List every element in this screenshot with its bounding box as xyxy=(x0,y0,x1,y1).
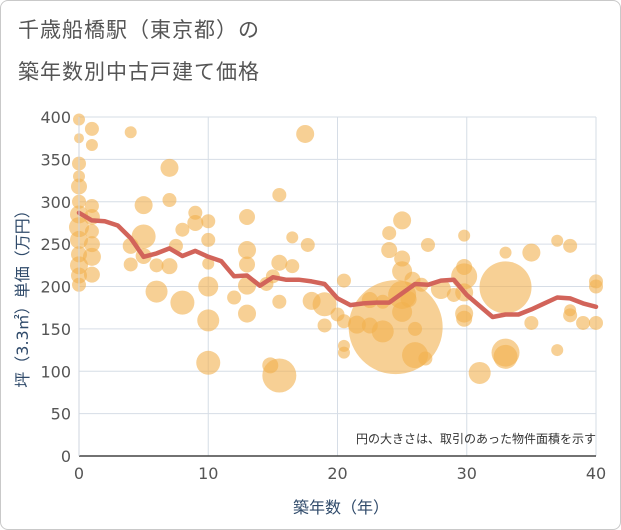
bubble-point xyxy=(227,290,242,305)
bubbles xyxy=(69,113,603,393)
bubble-point xyxy=(202,257,215,270)
bubble-point xyxy=(336,314,351,329)
bubble-point xyxy=(300,237,315,252)
y-tick-label: 150 xyxy=(40,320,71,339)
bubble-point xyxy=(589,279,603,294)
bubble-point xyxy=(196,350,221,375)
bubble-point xyxy=(499,246,512,259)
bubble-point xyxy=(522,243,541,262)
bubble-point xyxy=(201,214,216,229)
bubble-point xyxy=(296,124,315,143)
bubble-point xyxy=(524,315,539,330)
y-tick-label: 250 xyxy=(40,235,71,254)
bubble-point xyxy=(239,209,256,226)
trend-line-group xyxy=(76,210,599,320)
bubble-point xyxy=(145,280,168,303)
bubble-point xyxy=(272,187,287,202)
y-tick-label: 350 xyxy=(40,150,71,169)
x-tick-label: 40 xyxy=(586,464,606,483)
bubble-point xyxy=(312,292,337,317)
bubble-point xyxy=(337,346,350,359)
y-tick-label: 100 xyxy=(40,362,71,381)
bubble-point xyxy=(408,321,423,336)
y-tick-label: 0 xyxy=(61,447,71,466)
bubble-point xyxy=(149,258,164,273)
bubble-point xyxy=(336,273,351,288)
bubble-point xyxy=(400,291,417,308)
bubble-point xyxy=(271,254,288,271)
size-note: 円の大きさは、取引のあった物件面積を示す xyxy=(356,431,596,446)
bubble-point xyxy=(134,196,153,215)
bubble-point xyxy=(382,226,397,241)
bubble-point xyxy=(393,211,412,230)
bubble-point xyxy=(551,234,564,247)
bubble-point xyxy=(84,224,99,239)
bubble-point xyxy=(82,247,101,266)
x-tick-label: 0 xyxy=(74,464,84,483)
bubble-point xyxy=(83,236,100,253)
x-tick-label: 20 xyxy=(327,464,347,483)
bubble-point xyxy=(124,126,137,139)
y-tick-label: 50 xyxy=(51,405,71,424)
bubble-point xyxy=(85,138,98,151)
bubble-point xyxy=(175,222,190,237)
bubble-point xyxy=(83,266,100,283)
bubble-point xyxy=(493,344,518,369)
bubble-point xyxy=(551,344,564,357)
bubble-point xyxy=(317,318,332,333)
bubble-point xyxy=(161,258,178,275)
bubble-point xyxy=(84,121,99,136)
bubble-point xyxy=(187,214,204,231)
bubble-point xyxy=(197,309,220,332)
x-tick-label: 30 xyxy=(457,464,477,483)
bubble-point xyxy=(238,241,257,260)
y-axis-title: 坪（3.3㎡）単価（万円） xyxy=(13,202,32,387)
bubble-point xyxy=(564,304,577,317)
bubble-point xyxy=(286,231,299,244)
x-tick-label: 10 xyxy=(198,464,218,483)
y-tick-label: 300 xyxy=(40,193,71,212)
bubble-point xyxy=(563,238,578,253)
bubble-point xyxy=(468,361,491,384)
bubble-point xyxy=(262,358,297,393)
y-tick-label: 200 xyxy=(40,278,71,297)
x-axis-title: 築年数（年） xyxy=(293,498,389,517)
bubble-point xyxy=(456,310,473,327)
bubble-point xyxy=(160,158,179,177)
bubble-point xyxy=(162,193,177,208)
bubble-point xyxy=(418,351,433,366)
bubble-point xyxy=(201,232,216,247)
bubble-point xyxy=(285,259,300,274)
bubble-point xyxy=(479,261,532,314)
y-tick-label: 400 xyxy=(40,108,71,127)
bubble-point xyxy=(123,257,138,272)
bubble-point xyxy=(84,198,99,213)
chart-subtitle: 築年数別中古戸建て価格 xyxy=(18,60,260,84)
bubble-point xyxy=(576,315,591,330)
trend-line xyxy=(76,210,599,320)
bubble-point xyxy=(238,304,257,323)
bubble-point xyxy=(170,290,195,315)
bubble-point xyxy=(458,229,471,242)
bubble-point xyxy=(272,294,287,309)
bubble-point xyxy=(131,224,156,249)
bubble-point xyxy=(198,276,219,297)
axes: 0 50 100 150 200 250 300 350 400 0 10 20 30 40 xyxy=(40,108,606,483)
bubble-point xyxy=(239,256,256,273)
chart-title: 千歳船橋駅（東京都）の xyxy=(18,18,260,42)
bubble-point xyxy=(420,237,435,252)
bubble-point xyxy=(381,242,398,259)
bubble-point xyxy=(589,315,603,330)
